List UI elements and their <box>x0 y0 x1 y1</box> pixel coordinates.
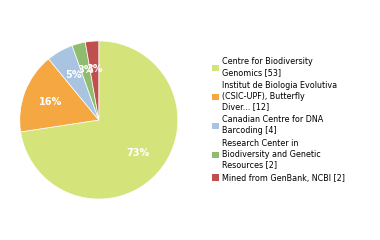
Wedge shape <box>21 41 178 199</box>
Wedge shape <box>49 46 99 120</box>
Wedge shape <box>20 59 99 132</box>
Text: 5%: 5% <box>65 70 82 80</box>
Text: 73%: 73% <box>126 149 149 158</box>
Wedge shape <box>85 41 99 120</box>
Text: 16%: 16% <box>39 97 62 107</box>
Legend: Centre for Biodiversity
Genomics [53], Institut de Biologia Evolutiva
(CSIC-UPF): Centre for Biodiversity Genomics [53], I… <box>212 57 345 183</box>
Text: 3%: 3% <box>86 64 103 74</box>
Text: 3%: 3% <box>78 65 94 75</box>
Wedge shape <box>72 42 99 120</box>
